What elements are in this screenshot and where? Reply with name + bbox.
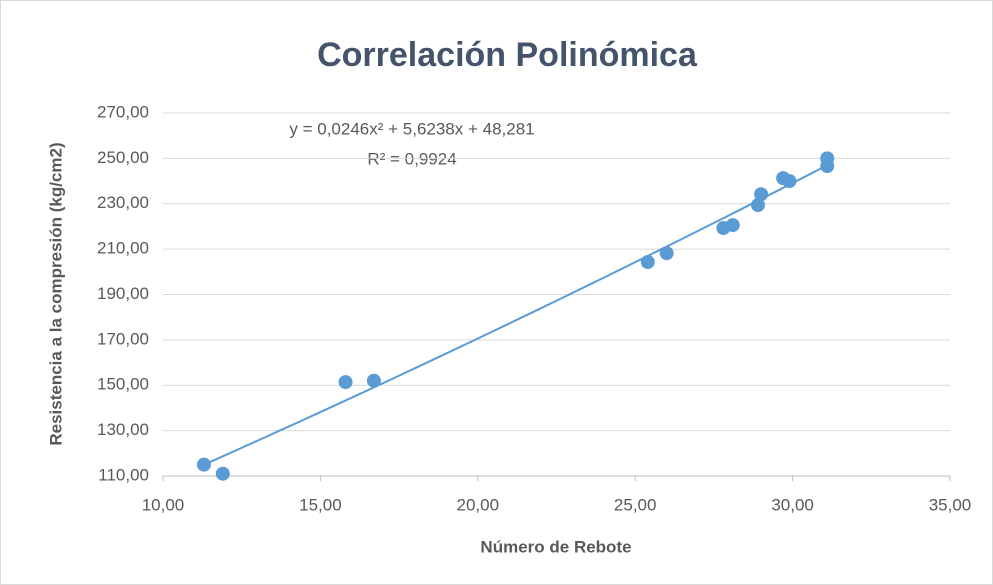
y-tick-label: 210,00 <box>97 239 149 258</box>
chart-title: Correlación Polinómica <box>317 36 698 74</box>
x-tick-label: 25,00 <box>614 495 657 514</box>
trendline-r2: R² = 0,9924 <box>367 149 456 168</box>
data-point <box>196 457 211 472</box>
trendline-equation: y = 0,0246x² + 5,6238x + 48,281 <box>289 119 534 138</box>
x-tick-label: 15,00 <box>299 495 342 514</box>
data-point <box>338 375 353 390</box>
y-tick-label: 190,00 <box>97 284 149 303</box>
y-axis-label: Resistencia a la compresión (kg/cm2) <box>46 142 65 445</box>
data-point <box>659 246 674 261</box>
x-tick-label: 30,00 <box>771 495 814 514</box>
trendline <box>203 164 828 466</box>
y-tick-label: 150,00 <box>97 375 149 394</box>
y-tick-label: 130,00 <box>97 420 149 439</box>
data-point <box>366 373 381 388</box>
y-tick-label: 250,00 <box>97 148 149 167</box>
data-point <box>754 187 769 202</box>
data-point <box>750 198 765 213</box>
data-point <box>782 174 797 189</box>
y-tick-label: 230,00 <box>97 193 149 212</box>
y-tick-label: 270,00 <box>97 102 149 121</box>
y-tick-label: 170,00 <box>97 329 149 348</box>
data-point <box>640 255 655 270</box>
data-point <box>215 466 230 481</box>
data-point <box>820 151 835 166</box>
x-tick-label: 35,00 <box>929 495 972 514</box>
data-point <box>725 218 740 233</box>
x-tick-label: 10,00 <box>142 495 185 514</box>
y-tick-label: 110,00 <box>98 465 149 484</box>
x-tick-label: 20,00 <box>457 495 500 514</box>
x-axis-label: Número de Rebote <box>480 537 631 556</box>
